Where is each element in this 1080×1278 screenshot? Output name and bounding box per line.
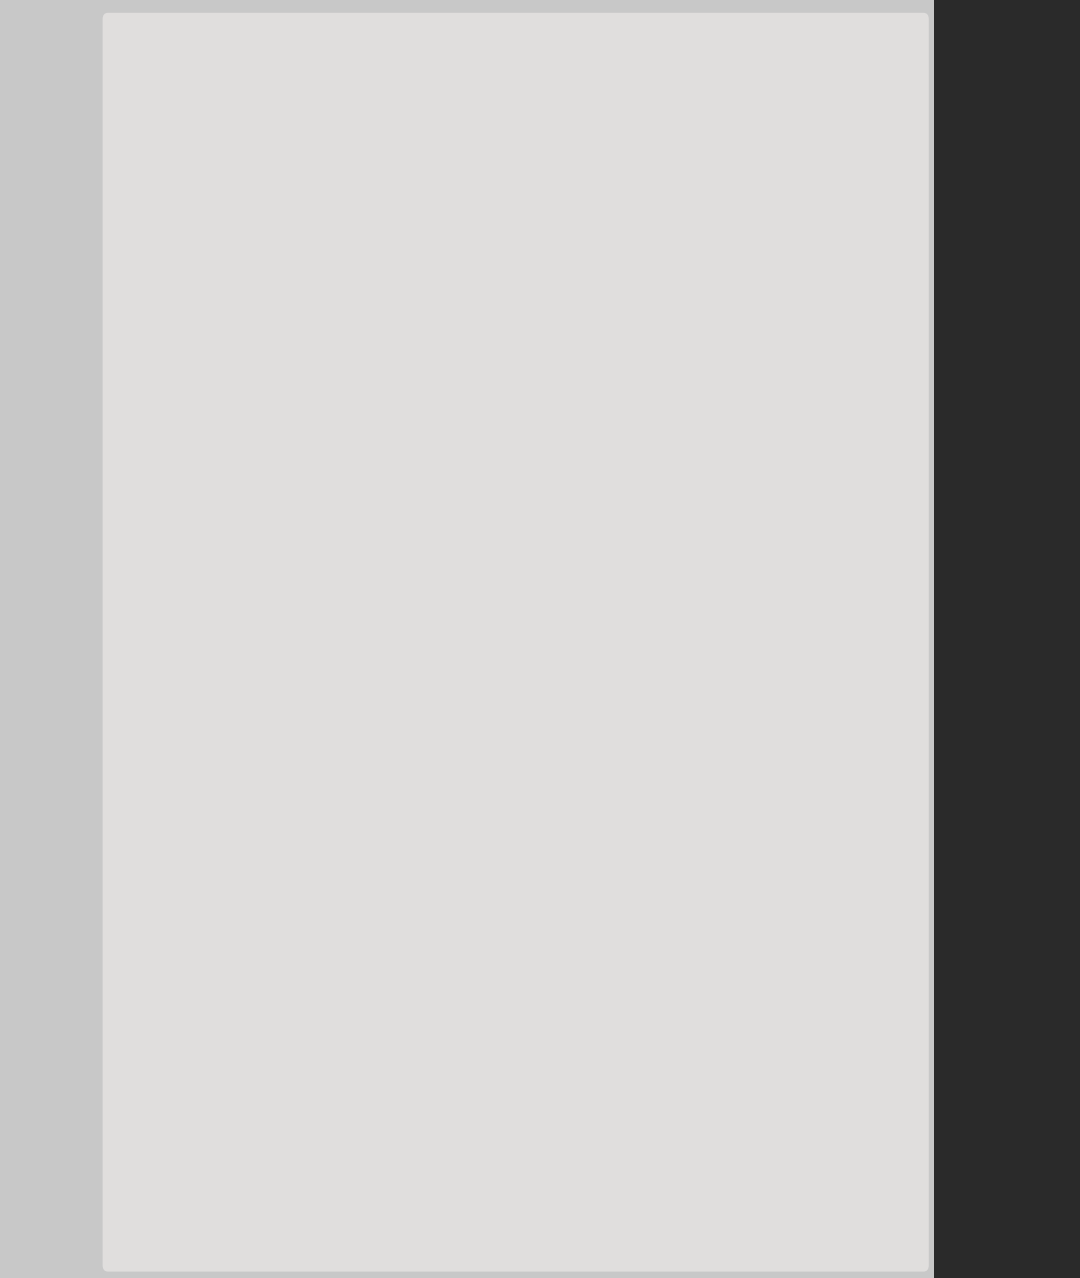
Text: :figure below: :figure below <box>499 130 663 155</box>
Text: *: * <box>469 130 489 155</box>
Text: (FX= 90 N) AND (FY= 130N): (FX= 90 N) AND (FY= 130N) <box>326 1143 640 1163</box>
Text: FY: FY <box>228 262 266 288</box>
Text: Q1/ Find the two components of the force: Q1/ Find the two components of the force <box>296 63 816 87</box>
Text: FX: FX <box>798 654 837 680</box>
Text: (FX= 114.9 N) AND (FY= 96.4 N): (FX= 114.9 N) AND (FY= 96.4 N) <box>301 806 665 827</box>
Text: F= 150 N: F= 150 N <box>686 139 807 162</box>
Text: a= 40: a= 40 <box>434 518 511 542</box>
Text: (150 N) if a= 40degrees, as shown in the: (150 N) if a= 40degrees, as shown in the <box>299 97 814 121</box>
Text: (FX= 130 N) AND (FY= 90 N): (FX= 130 N) AND (FY= 90 N) <box>322 1031 644 1051</box>
Text: (FX= 96.4 N) AND (FY= 114.9 N): (FX= 96.4 N) AND (FY= 114.9 N) <box>301 919 665 939</box>
